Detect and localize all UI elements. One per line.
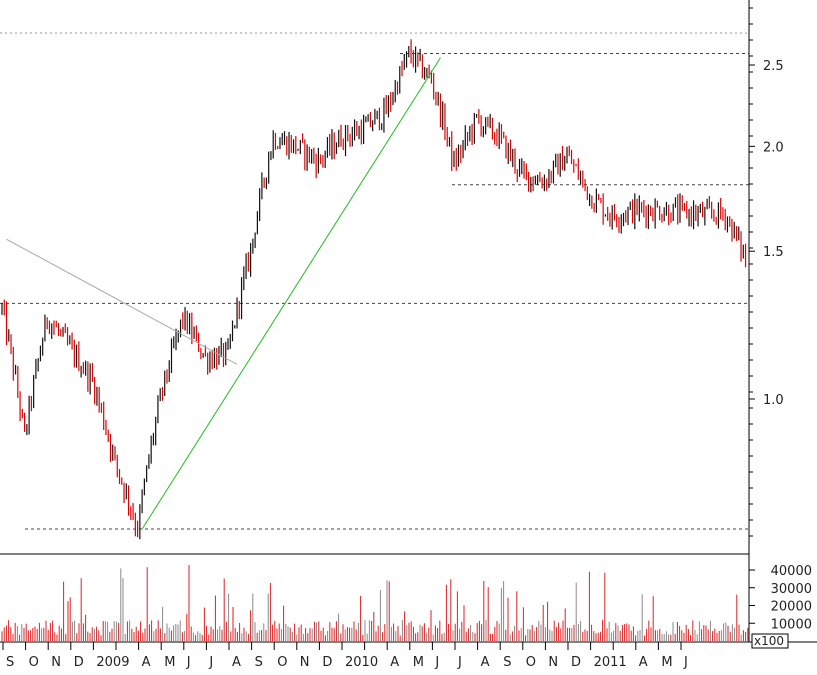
volume-tick-label: 30000 bbox=[771, 582, 812, 597]
month-label: M bbox=[413, 655, 424, 670]
volume-tick-label: 20000 bbox=[771, 600, 812, 615]
month-label: M bbox=[661, 655, 672, 670]
month-label: S bbox=[503, 655, 511, 670]
month-label: 2009 bbox=[96, 655, 129, 670]
reference-lines bbox=[0, 53, 749, 530]
month-label: A bbox=[481, 655, 490, 670]
trendline bbox=[6, 238, 238, 365]
month-label: J bbox=[457, 655, 462, 670]
month-label: O bbox=[526, 655, 536, 670]
month-label: A bbox=[390, 655, 399, 670]
month-label: S bbox=[255, 655, 263, 670]
month-label: D bbox=[74, 655, 84, 670]
trendlines bbox=[6, 57, 441, 530]
volume-bars bbox=[1, 564, 749, 641]
month-label: 2010 bbox=[345, 655, 378, 670]
month-label: D bbox=[322, 655, 332, 670]
volume-axis-labels: 40000 30000 20000 10000 bbox=[749, 564, 812, 632]
axes bbox=[0, 0, 817, 643]
month-label: J bbox=[186, 655, 191, 670]
volume-tick-label: 10000 bbox=[771, 617, 812, 632]
month-label: S bbox=[6, 655, 14, 670]
month-label: A bbox=[142, 655, 151, 670]
month-labels: S O N D 2009 A M J J A S O N D 2010 A M J J A S O N D 2011 A M J bbox=[2, 642, 688, 670]
trendline bbox=[141, 57, 441, 530]
month-label: D bbox=[571, 655, 581, 670]
month-label: O bbox=[277, 655, 287, 670]
month-label: N bbox=[548, 655, 558, 670]
month-label: A bbox=[639, 655, 648, 670]
month-label: 2011 bbox=[594, 655, 627, 670]
price-tick-label: 1.5 bbox=[763, 245, 784, 260]
month-label: A bbox=[232, 655, 241, 670]
price-axis-labels: 2.5 2.0 1.5 1.0 bbox=[749, 7, 784, 537]
price-tick-label: 2.5 bbox=[763, 59, 784, 74]
month-label: N bbox=[51, 655, 61, 670]
volume-multiplier-label: x100 bbox=[754, 634, 784, 648]
month-label: J bbox=[434, 655, 439, 670]
month-label: J bbox=[208, 655, 213, 670]
month-label: M bbox=[164, 655, 175, 670]
month-label: O bbox=[29, 655, 39, 670]
month-label: N bbox=[300, 655, 310, 670]
price-tick-label: 1.0 bbox=[763, 393, 784, 408]
month-label: J bbox=[683, 655, 688, 670]
price-candles bbox=[1, 39, 747, 540]
price-tick-label: 2.0 bbox=[763, 140, 784, 155]
volume-tick-label: 40000 bbox=[771, 564, 812, 579]
volume-multiplier-box: x100 bbox=[751, 633, 789, 649]
